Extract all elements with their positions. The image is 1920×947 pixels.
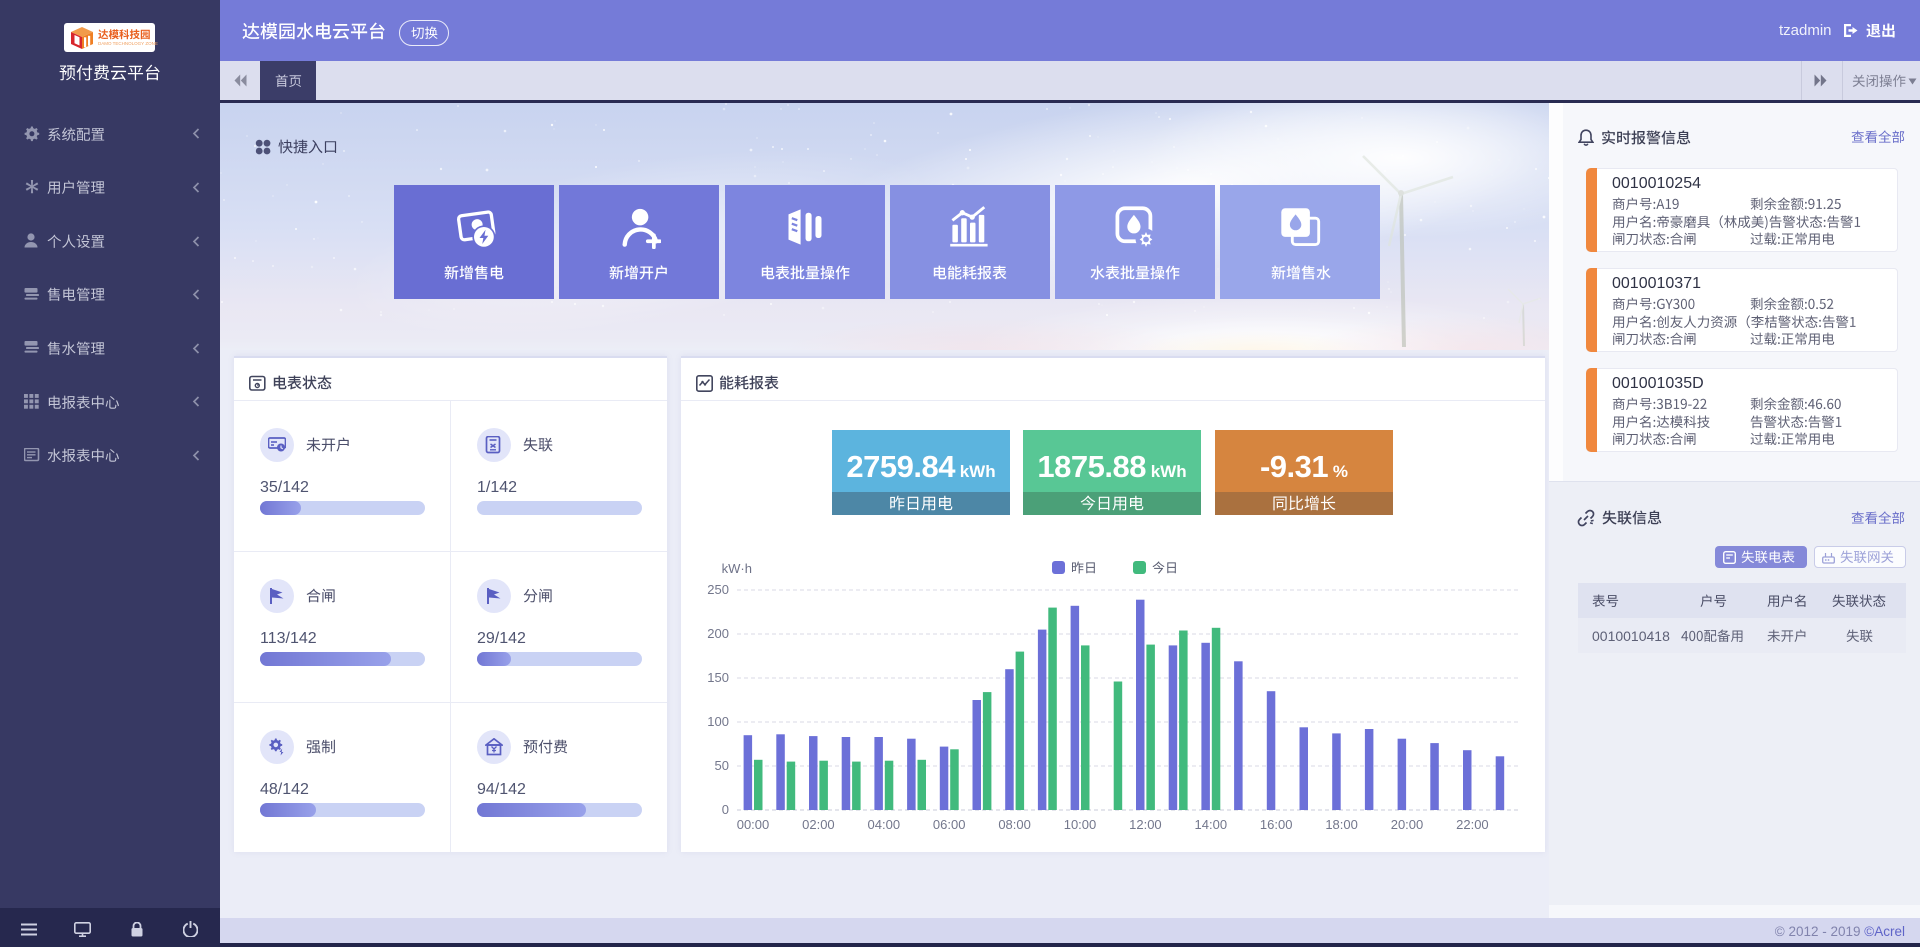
svg-text:22:00: 22:00 xyxy=(1456,817,1489,832)
svg-text:18:00: 18:00 xyxy=(1325,817,1358,832)
svg-text:10:00: 10:00 xyxy=(1064,817,1097,832)
svg-text:kW·h: kW·h xyxy=(722,561,752,576)
svg-text:100: 100 xyxy=(707,714,729,729)
svg-text:250: 250 xyxy=(707,582,729,597)
svg-text:20:00: 20:00 xyxy=(1391,817,1424,832)
svg-text:16:00: 16:00 xyxy=(1260,817,1293,832)
svg-text:08:00: 08:00 xyxy=(998,817,1031,832)
svg-text:02:00: 02:00 xyxy=(802,817,835,832)
svg-text:200: 200 xyxy=(707,626,729,641)
svg-text:00:00: 00:00 xyxy=(737,817,770,832)
svg-text:50: 50 xyxy=(715,758,729,773)
svg-text:12:00: 12:00 xyxy=(1129,817,1162,832)
svg-text:06:00: 06:00 xyxy=(933,817,966,832)
svg-text:150: 150 xyxy=(707,670,729,685)
svg-text:14:00: 14:00 xyxy=(1195,817,1228,832)
svg-text:04:00: 04:00 xyxy=(868,817,901,832)
svg-text:0: 0 xyxy=(722,802,729,817)
